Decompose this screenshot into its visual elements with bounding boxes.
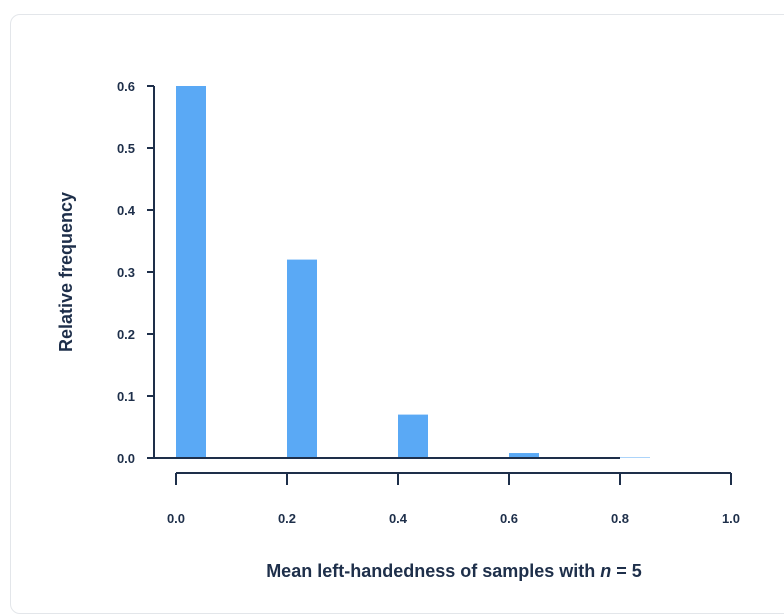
bar-0: [176, 86, 206, 458]
bar-chart: 0.0 0.1 0.2 0.3 0.4 0.5 0.6 0.0 0.2 0.4 0.6 0.8 1.0…: [56, 79, 740, 581]
x-tick-label-1: 0.2: [278, 511, 296, 526]
y-tick-label-2: 0.2: [117, 327, 135, 342]
x-tick-label-4: 0.8: [611, 511, 629, 526]
y-tick-label-3: 0.3: [117, 265, 135, 280]
x-axis-title-variable: n: [600, 561, 611, 581]
bar-2: [398, 414, 428, 458]
bars-group: [176, 86, 650, 458]
bar-4: [620, 457, 650, 458]
y-axis-title: Relative frequency: [56, 192, 76, 352]
y-tick-label-5: 0.5: [117, 141, 135, 156]
x-tick-label-2: 0.4: [389, 511, 408, 526]
bar-3: [509, 453, 539, 458]
y-tick-label-4: 0.4: [117, 203, 136, 218]
y-tick-label-0: 0.0: [117, 451, 135, 466]
x-axis-title: Mean left-handedness of samples with n =…: [266, 561, 642, 581]
x-axis-title-suffix: = 5: [611, 561, 642, 581]
bar-1: [287, 259, 317, 458]
x-tick-label-3: 0.6: [500, 511, 518, 526]
x-axis-title-prefix: Mean left-handedness of samples with: [266, 561, 600, 581]
y-tick-label-6: 0.6: [117, 79, 135, 94]
y-tick-label-1: 0.1: [117, 389, 135, 404]
x-tick-label-5: 1.0: [722, 511, 740, 526]
x-axis: 0.0 0.2 0.4 0.6 0.8 1.0: [167, 472, 740, 526]
chart-card: [10, 14, 784, 614]
y-axis: 0.0 0.1 0.2 0.3 0.4 0.5 0.6: [117, 79, 620, 466]
x-tick-label-0: 0.0: [167, 511, 185, 526]
